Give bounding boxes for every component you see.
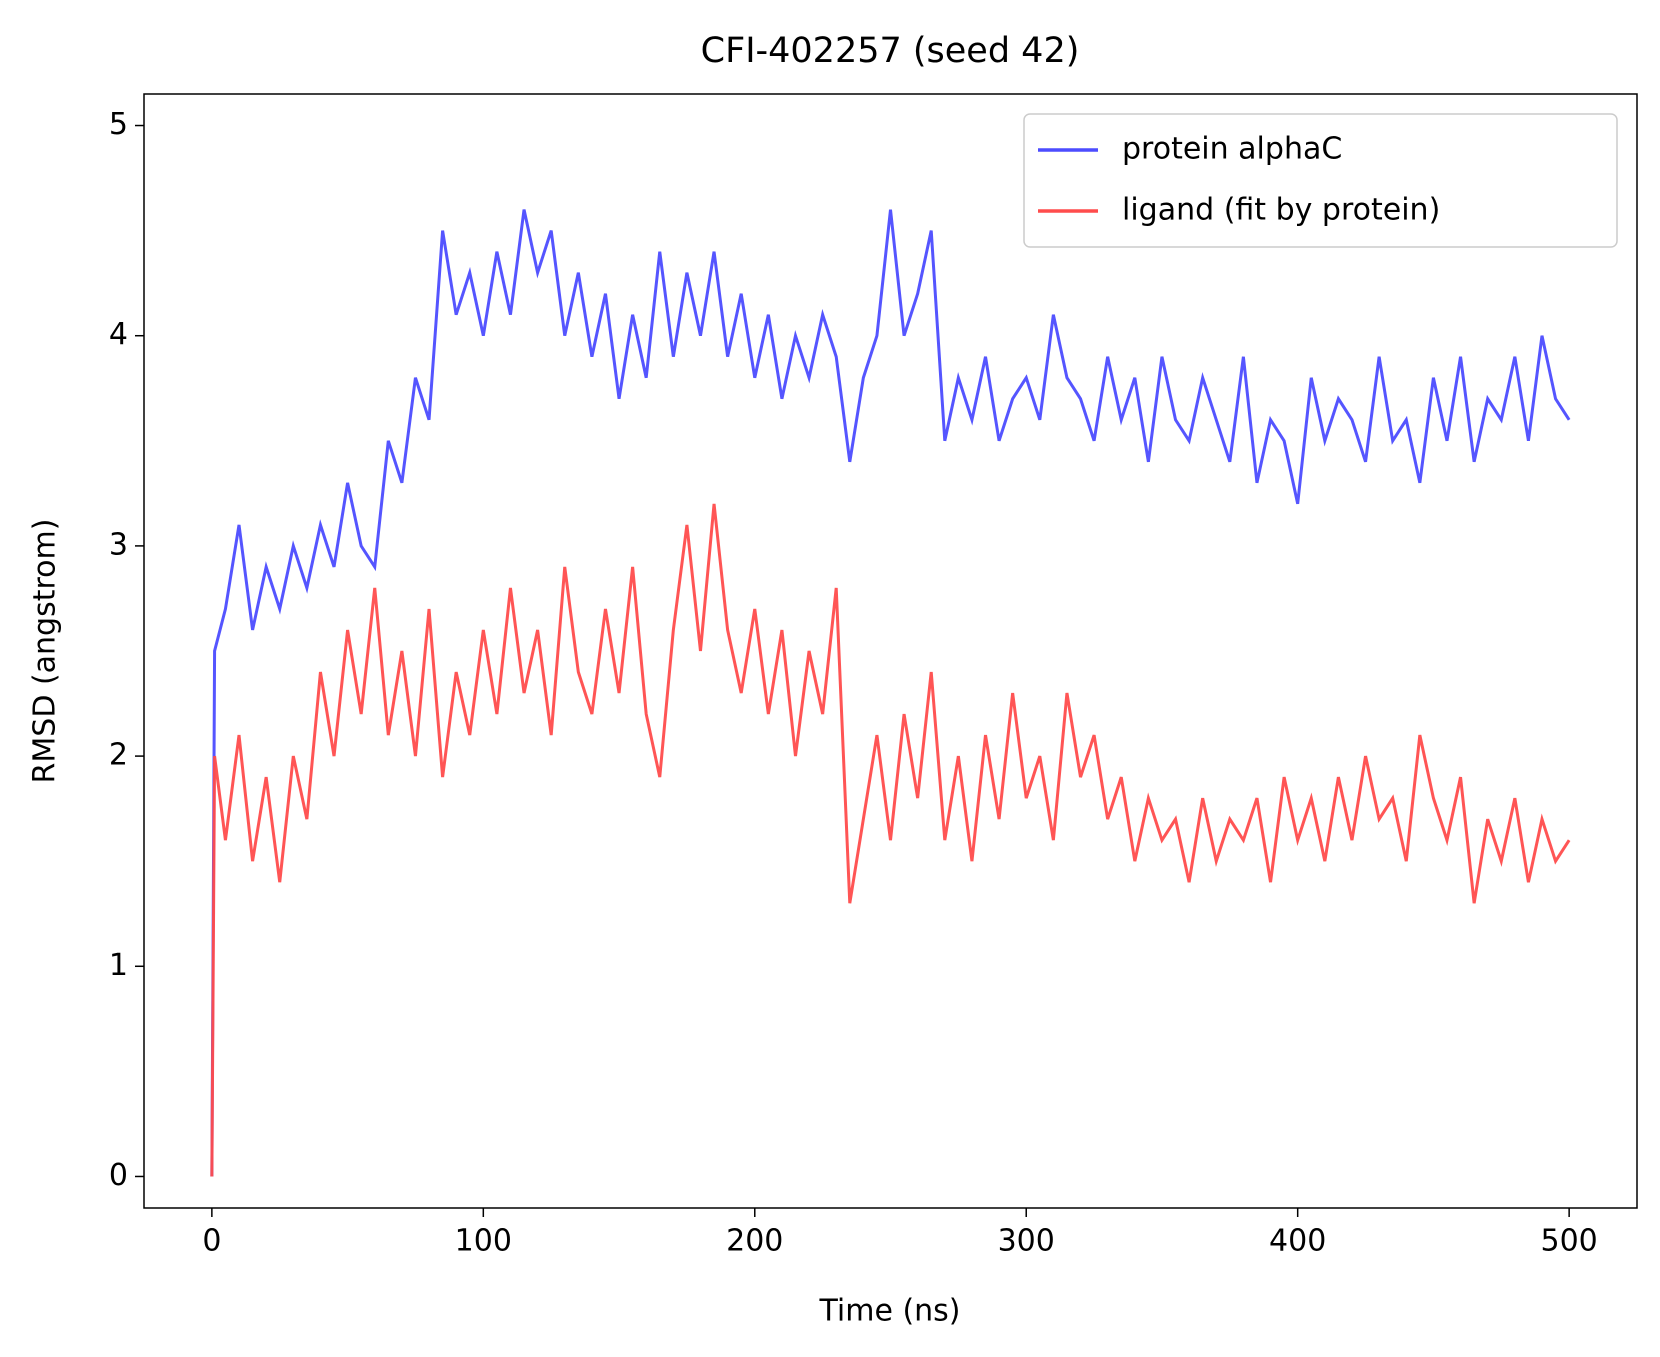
y-tick-label: 0 bbox=[109, 1158, 128, 1193]
x-tick-label: 200 bbox=[726, 1224, 783, 1259]
legend-label: protein alphaC bbox=[1122, 132, 1342, 167]
chart-title: CFI-402257 (seed 42) bbox=[701, 31, 1080, 71]
series-line bbox=[210, 209, 1571, 1177]
legend-box bbox=[1023, 113, 1618, 248]
plot-frame bbox=[143, 93, 1638, 1209]
legend-label: ligand (fit by protein) bbox=[1122, 193, 1440, 228]
x-tick-label: 500 bbox=[1541, 1224, 1598, 1259]
x-tick-label: 0 bbox=[202, 1224, 221, 1259]
x-tick-label: 300 bbox=[998, 1224, 1055, 1259]
x-tick-label: 400 bbox=[1269, 1224, 1326, 1259]
y-tick-label: 3 bbox=[109, 527, 128, 562]
x-tick-label: 100 bbox=[455, 1224, 512, 1259]
y-tick-label: 2 bbox=[109, 738, 128, 773]
x-axis-label: Time (ns) bbox=[818, 1294, 960, 1329]
y-tick-label: 4 bbox=[109, 317, 128, 352]
series-line bbox=[210, 503, 1571, 1177]
y-tick-label: 1 bbox=[109, 948, 128, 983]
y-axis-label: RMSD (angstrom) bbox=[28, 519, 63, 784]
y-tick-label: 5 bbox=[109, 107, 128, 142]
